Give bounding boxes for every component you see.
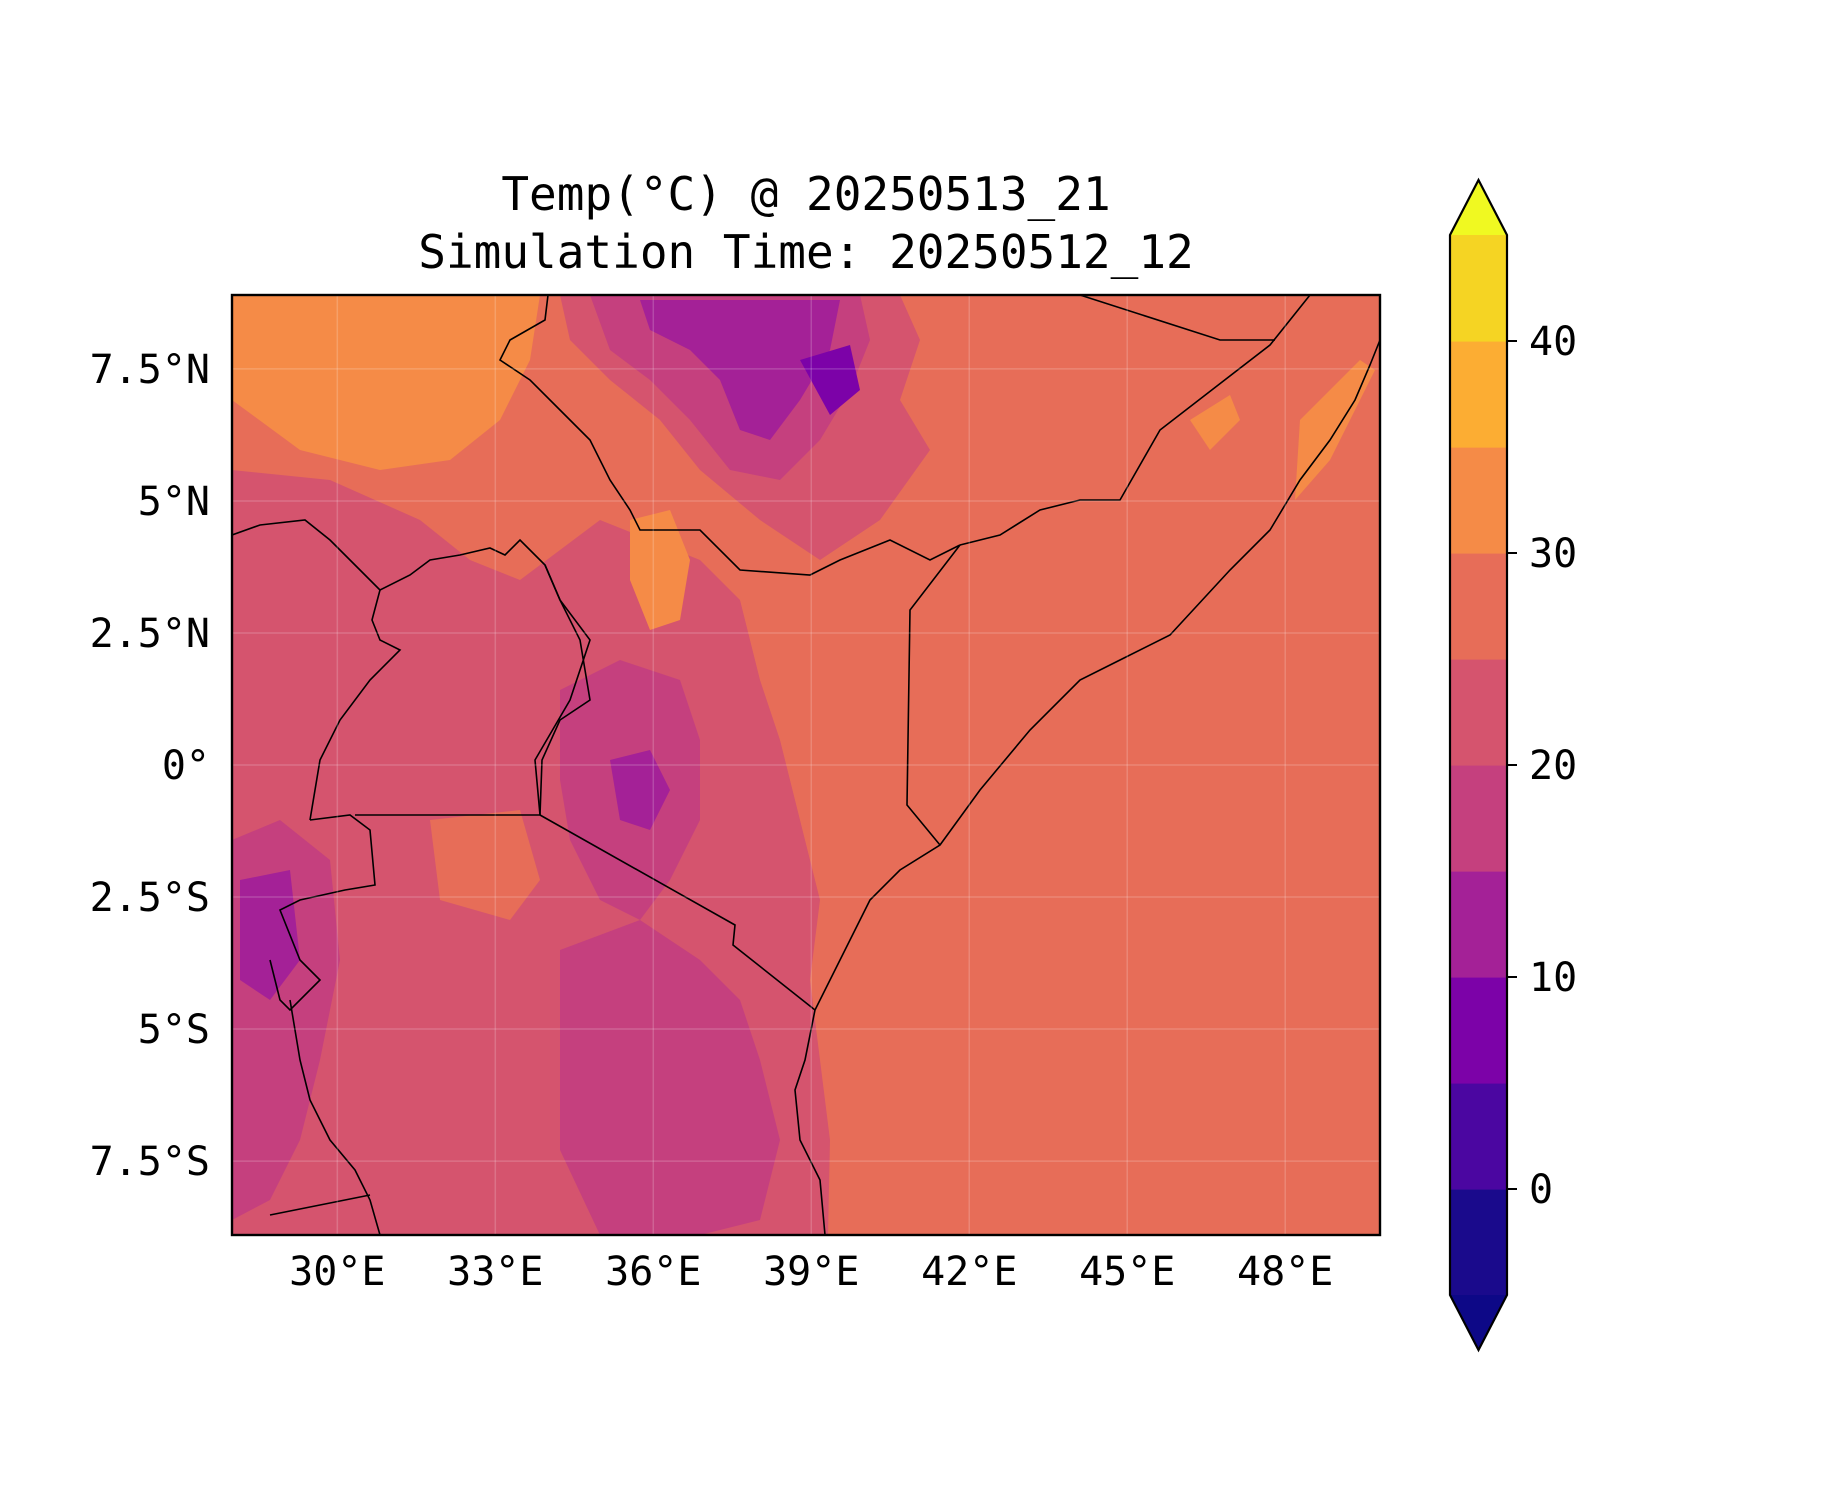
colorbar-tick-labels: 0 10 20 30 40 (1507, 319, 1577, 1213)
map-gridlines (232, 295, 1380, 1235)
field-band-30-35-lake-victoria (430, 810, 540, 920)
colorbar-segment (1450, 1189, 1507, 1296)
border-sudan-ethiopia (498, 295, 961, 576)
colorbar-segment (1450, 341, 1507, 448)
border-tanzania-west (289, 999, 381, 1235)
field-band-10-15-ethiopia (640, 300, 840, 440)
border-kenya-somalia (906, 544, 961, 846)
lon-tick-label: 42°E (921, 1249, 1017, 1295)
colorbar-segment (1450, 659, 1507, 766)
colorbar-outline (1448, 177, 1509, 1353)
field-band-10-15-rift-west (240, 870, 300, 1000)
title-line-2: Simulation Time: 20250512_12 (418, 225, 1193, 279)
colorbar-tick-label: 20 (1529, 743, 1577, 789)
colorbar-over-arrow (1450, 180, 1507, 235)
title-line-1: Temp(°C) @ 20250513_21 (501, 167, 1110, 221)
border-uganda-kenya (539, 564, 591, 816)
lat-tick-label: 7.5°N (90, 347, 210, 393)
colorbar-segment (1450, 553, 1507, 660)
field-band-30-35-turkana (630, 510, 690, 630)
border-zambia-tanzania (269, 1194, 371, 1216)
colorbar-tick-label: 30 (1529, 531, 1577, 577)
field-band-15-20-tanzania (560, 920, 780, 1235)
lat-tick-label: 7.5°S (90, 1139, 210, 1185)
field-band-30-35-northwest (232, 295, 540, 470)
lon-tick-label: 39°E (763, 1249, 859, 1295)
lon-tick-label: 45°E (1079, 1249, 1175, 1295)
lon-tick-label: 30°E (289, 1249, 385, 1295)
lat-tick-label: 5°S (138, 1007, 210, 1053)
border-south-sudan-drc (232, 519, 402, 821)
map-frame (230, 293, 1382, 1237)
lon-tick-label: 48°E (1237, 1249, 1333, 1295)
lat-tick-label: 2.5°N (90, 611, 210, 657)
lat-tick-label: 2.5°S (90, 875, 210, 921)
colorbar-segment (1450, 977, 1507, 1084)
field-band-10-15-kenya (610, 750, 670, 830)
colorbar-segment (1450, 235, 1507, 342)
border-somaliland (1079, 295, 1275, 341)
colorbar-under-arrow (1450, 1295, 1507, 1350)
border-kenya-tanzania (539, 814, 816, 1011)
border-rwanda-burundi (269, 814, 376, 1012)
border-ethiopia-somalia (959, 295, 1311, 546)
border-coastline (814, 339, 1380, 1011)
colorbar-segment (1450, 765, 1507, 872)
colorbar-segment (1450, 447, 1507, 554)
latitude-tick-labels: 7.5°N 5°N 2.5°N 0° 2.5°S 5°S 7.5°S (90, 347, 210, 1185)
longitude-tick-labels: 30°E 33°E 36°E 39°E 42°E 45°E 48°E (289, 1249, 1333, 1295)
border-uganda-south (355, 538, 591, 816)
lat-tick-label: 5°N (138, 479, 210, 525)
lon-tick-label: 33°E (447, 1249, 543, 1295)
field-band-30-35-coast (1295, 360, 1375, 500)
colorbar (1448, 177, 1509, 1353)
colorbar-tick-label: 40 (1529, 319, 1577, 365)
border-coast-south (794, 1009, 826, 1235)
colorbar-tick-label: 0 (1529, 1167, 1553, 1213)
field-band-5-10-ethiopia (800, 345, 860, 415)
colorbar-segment (1450, 871, 1507, 978)
lon-tick-label: 36°E (605, 1249, 701, 1295)
field-band-30-35-somaliland (1190, 395, 1240, 450)
colorbar-segment (1450, 1083, 1507, 1190)
lat-tick-label: 0° (162, 743, 210, 789)
temperature-field (232, 295, 1380, 1235)
country-borders (232, 295, 1380, 1235)
colorbar-tick-label: 10 (1529, 955, 1577, 1001)
